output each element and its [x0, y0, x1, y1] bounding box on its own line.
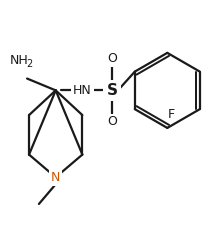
Text: O: O: [107, 115, 117, 129]
Text: NH: NH: [10, 54, 28, 67]
Text: N: N: [51, 171, 60, 184]
Text: 2: 2: [26, 59, 32, 69]
Text: O: O: [107, 52, 117, 65]
Text: HN: HN: [73, 84, 92, 97]
Text: S: S: [106, 83, 118, 98]
Text: F: F: [168, 108, 175, 121]
